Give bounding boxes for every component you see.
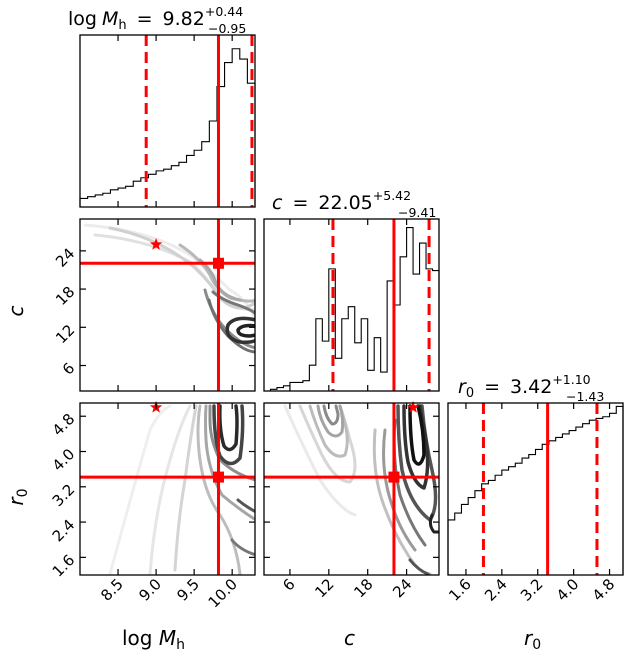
truth-star-c-vs-logMh bbox=[149, 237, 163, 250]
title-c-plus: +5.42 bbox=[373, 188, 411, 203]
ytick-label-r0-2: 3.2 bbox=[49, 480, 79, 510]
xtick-label-c-2: 18 bbox=[350, 575, 376, 601]
contour-layers bbox=[83, 223, 439, 575]
title-logMh-minus: −0.95 bbox=[208, 21, 246, 36]
hist-c bbox=[269, 227, 440, 391]
ytick-label-c-3: 24 bbox=[52, 244, 78, 270]
title-r0-subscript: 0 bbox=[466, 386, 474, 401]
contour-c-vs-logMh bbox=[83, 223, 255, 354]
title-c-symbol: c bbox=[272, 192, 283, 214]
xtick-label-c-3: 24 bbox=[389, 575, 415, 601]
median-point-c-vs-logMh bbox=[212, 257, 224, 269]
title-logMh-subscript: h bbox=[118, 18, 126, 33]
title-r0: r0 = 3.42+1.10 bbox=[458, 372, 591, 401]
xlabel-c: c bbox=[344, 626, 355, 650]
contour-r0-vs-logMh bbox=[108, 404, 255, 575]
xtick-label-r0-0: 1.6 bbox=[445, 575, 475, 605]
panel-hist-r0 bbox=[447, 402, 624, 576]
markers-c-vs-logMh bbox=[80, 219, 255, 391]
title-c-value: 22.05 bbox=[318, 192, 372, 214]
panel-r0-vs-logMh bbox=[79, 402, 256, 576]
contour-r0-vs-c bbox=[283, 404, 439, 575]
title-logMh-param: log bbox=[68, 8, 97, 30]
ytick-label-r0-3: 4.0 bbox=[49, 445, 79, 475]
panel-hist-c bbox=[263, 218, 440, 392]
median-point-r0-vs-logMh bbox=[212, 471, 224, 483]
ytick-label-r0-4: 4.8 bbox=[49, 410, 79, 440]
ytick-label-r0-0: 1.6 bbox=[49, 551, 79, 581]
title-logMh-symbol: M bbox=[102, 8, 118, 30]
panel-c-vs-logMh bbox=[79, 218, 256, 392]
xtick-label-logMh-0: 8.5 bbox=[97, 575, 127, 605]
ylabel-r0: r0 bbox=[4, 488, 31, 505]
title-r0-value: 3.42 bbox=[510, 376, 552, 398]
title-logMh-plus: +0.44 bbox=[205, 4, 243, 19]
markers-r0-vs-c bbox=[264, 400, 439, 575]
title-r0-plus: +1.10 bbox=[552, 372, 590, 387]
panel-r0-vs-c bbox=[263, 402, 440, 576]
xlabel-r0: r0 bbox=[524, 626, 541, 653]
ytick-label-c-2: 18 bbox=[52, 283, 78, 309]
xtick-label-c-1: 12 bbox=[311, 575, 337, 601]
ytick-label-c-0: 6 bbox=[59, 359, 78, 378]
title-logMh-equals: = bbox=[137, 8, 153, 30]
ytick-label-c-1: 12 bbox=[52, 321, 78, 347]
xtick-label-r0-3: 4.0 bbox=[553, 575, 583, 605]
xtick-label-logMh-1: 9.0 bbox=[135, 575, 165, 605]
title-r0-equals: = bbox=[484, 376, 500, 398]
ytick-label-r0-1: 2.4 bbox=[49, 516, 79, 546]
hist-logMh bbox=[79, 48, 256, 207]
title-logMh-value: 9.82 bbox=[163, 8, 205, 30]
title-c-minus: −9.41 bbox=[398, 205, 436, 220]
title-r0-symbol: r bbox=[458, 376, 467, 398]
truth-star-r0-vs-c bbox=[406, 400, 420, 413]
title-c: c = 22.05+5.42 bbox=[272, 188, 411, 214]
title-c-equals: = bbox=[292, 192, 308, 214]
ylabel-c: c bbox=[4, 306, 28, 317]
xtick-label-logMh-3: 10.0 bbox=[205, 575, 241, 611]
markers-r0-vs-logMh bbox=[80, 400, 255, 575]
xtick-label-logMh-2: 9.5 bbox=[173, 575, 203, 605]
xtick-label-c-0: 6 bbox=[279, 575, 298, 594]
xtick-label-r0-4: 4.8 bbox=[589, 575, 619, 605]
xtick-label-r0-2: 3.2 bbox=[517, 575, 547, 605]
xlabel-logMh: log Mh bbox=[122, 626, 185, 653]
title-logMh: log Mh = 9.82+0.44 bbox=[68, 4, 243, 33]
xtick-label-r0-1: 2.4 bbox=[481, 575, 511, 605]
hist-r0 bbox=[447, 405, 624, 575]
median-point-r0-vs-c bbox=[388, 471, 400, 483]
title-r0-minus: −1.43 bbox=[566, 389, 604, 404]
panel-hist-logMh bbox=[79, 34, 256, 208]
